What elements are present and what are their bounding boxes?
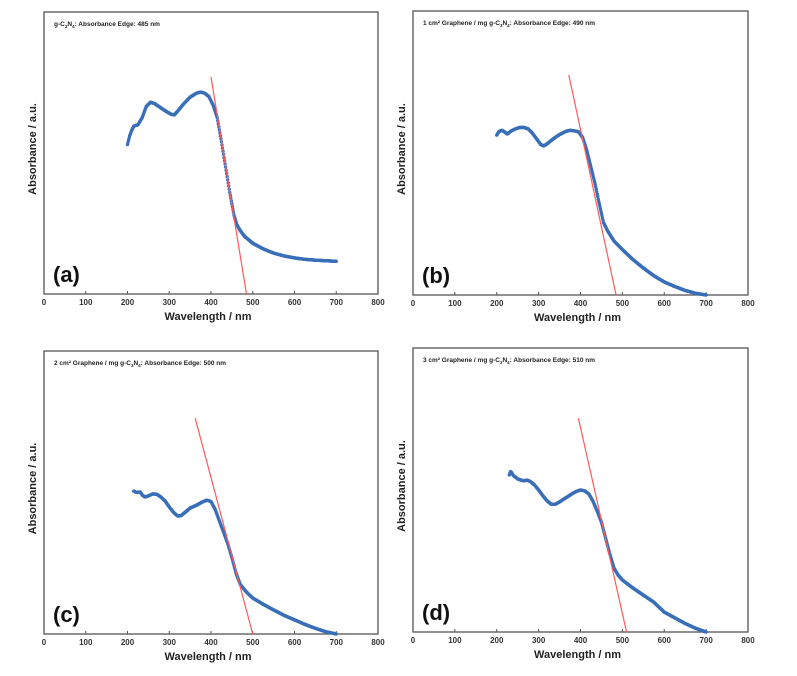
x-tick-label: 800 — [741, 636, 755, 645]
absorbance-edge-tangent-line — [568, 74, 617, 296]
x-tick-label: 700 — [330, 298, 344, 307]
x-tick-label: 800 — [371, 638, 385, 647]
absorbance-edge-tangent-line — [194, 417, 254, 635]
x-tick-label: 400 — [574, 636, 588, 645]
x-axis-label: Wavelength / nm — [534, 649, 621, 661]
x-ticks: 0 100 200 300 400 500 600 700 800 — [42, 291, 385, 307]
panel-letter: (c) — [53, 602, 80, 627]
panel-letter: (a) — [53, 262, 80, 287]
x-tick-label: 200 — [121, 298, 135, 307]
absorbance-curve — [125, 90, 338, 263]
x-tick-label: 200 — [490, 636, 504, 645]
x-tick-label: 500 — [246, 638, 260, 647]
x-tick-label: 0 — [411, 299, 416, 308]
x-ticks: 0 100 200 300 400 500 600 700 800 — [411, 629, 755, 645]
x-tick-label: 100 — [448, 636, 462, 645]
absorbance-edge-tangent-line — [210, 76, 248, 295]
data-point — [334, 632, 338, 636]
x-tick-label: 0 — [42, 638, 47, 647]
y-axis-label: Absorbance / a.u. — [396, 440, 408, 532]
y-axis-label: Absorbance / a.u. — [27, 443, 39, 535]
plot-frame — [43, 350, 379, 635]
x-tick-label: 300 — [163, 638, 177, 647]
panel-title: 3 cm² Graphene / mg g-C3N4: Absorbance E… — [423, 357, 595, 365]
x-tick-label: 0 — [42, 298, 47, 307]
x-tick-label: 0 — [411, 636, 416, 645]
x-tick-label: 400 — [574, 299, 588, 308]
x-axis-label: Wavelength / nm — [165, 651, 252, 663]
x-tick-label: 800 — [741, 299, 755, 308]
x-tick-label: 600 — [658, 636, 672, 645]
absorbance-curve — [495, 125, 708, 297]
data-point — [334, 259, 338, 263]
data-point — [704, 293, 708, 297]
panel-b: 0 100 200 300 400 500 600 700 800 1 cm² Graphene… — [396, 10, 755, 324]
x-ticks: 0 100 200 300 400 500 600 700 800 — [411, 292, 755, 308]
x-tick-label: 700 — [699, 299, 713, 308]
x-tick-label: 100 — [79, 638, 93, 647]
x-tick-label: 600 — [658, 299, 672, 308]
x-tick-label: 400 — [204, 638, 218, 647]
x-tick-label: 200 — [121, 638, 135, 647]
x-tick-label: 500 — [246, 298, 260, 307]
x-tick-label: 400 — [204, 298, 218, 307]
panel-letter: (d) — [422, 600, 450, 625]
x-tick-label: 800 — [371, 298, 385, 307]
y-axis-label: Absorbance / a.u. — [27, 103, 39, 195]
x-tick-label: 300 — [532, 636, 546, 645]
panel-letter: (b) — [422, 263, 450, 288]
x-tick-label: 600 — [288, 298, 302, 307]
absorbance-edge-tangent-line — [577, 418, 628, 633]
panel-d: 0 100 200 300 400 500 600 700 800 3 cm² Graphene… — [396, 347, 755, 661]
x-tick-label: 700 — [330, 638, 344, 647]
x-tick-label: 300 — [532, 299, 546, 308]
x-tick-label: 700 — [699, 636, 713, 645]
x-tick-label: 100 — [79, 298, 93, 307]
x-tick-label: 600 — [288, 638, 302, 647]
panel-a: 0 100 200 300 400 500 600 700 800 g-C3N4: Absorb… — [27, 11, 385, 323]
x-tick-label: 200 — [490, 299, 504, 308]
x-tick-label: 100 — [448, 299, 462, 308]
panel-title: g-C3N4: Absorbance Edge: 485 nm — [54, 21, 160, 29]
panel-title: 1 cm² Graphene / mg g-C3N4: Absorbance E… — [423, 20, 595, 28]
x-axis-label: Wavelength / nm — [165, 311, 252, 323]
absorbance-curve — [132, 489, 338, 636]
panel-c: 0 100 200 300 400 500 600 700 800 2 cm² Graphene… — [27, 350, 385, 663]
x-ticks: 0 100 200 300 400 500 600 700 800 — [42, 631, 385, 647]
data-point — [704, 630, 708, 634]
x-tick-label: 500 — [616, 636, 630, 645]
absorbance-curve — [507, 469, 708, 634]
plot-frame — [412, 10, 749, 296]
plot-frame — [43, 11, 379, 295]
x-axis-label: Wavelength / nm — [534, 312, 621, 324]
x-tick-label: 500 — [616, 299, 630, 308]
y-axis-label: Absorbance / a.u. — [396, 103, 408, 195]
x-tick-label: 300 — [163, 298, 177, 307]
panel-title: 2 cm² Graphene / mg g-C3N4: Absorbance E… — [54, 360, 226, 368]
